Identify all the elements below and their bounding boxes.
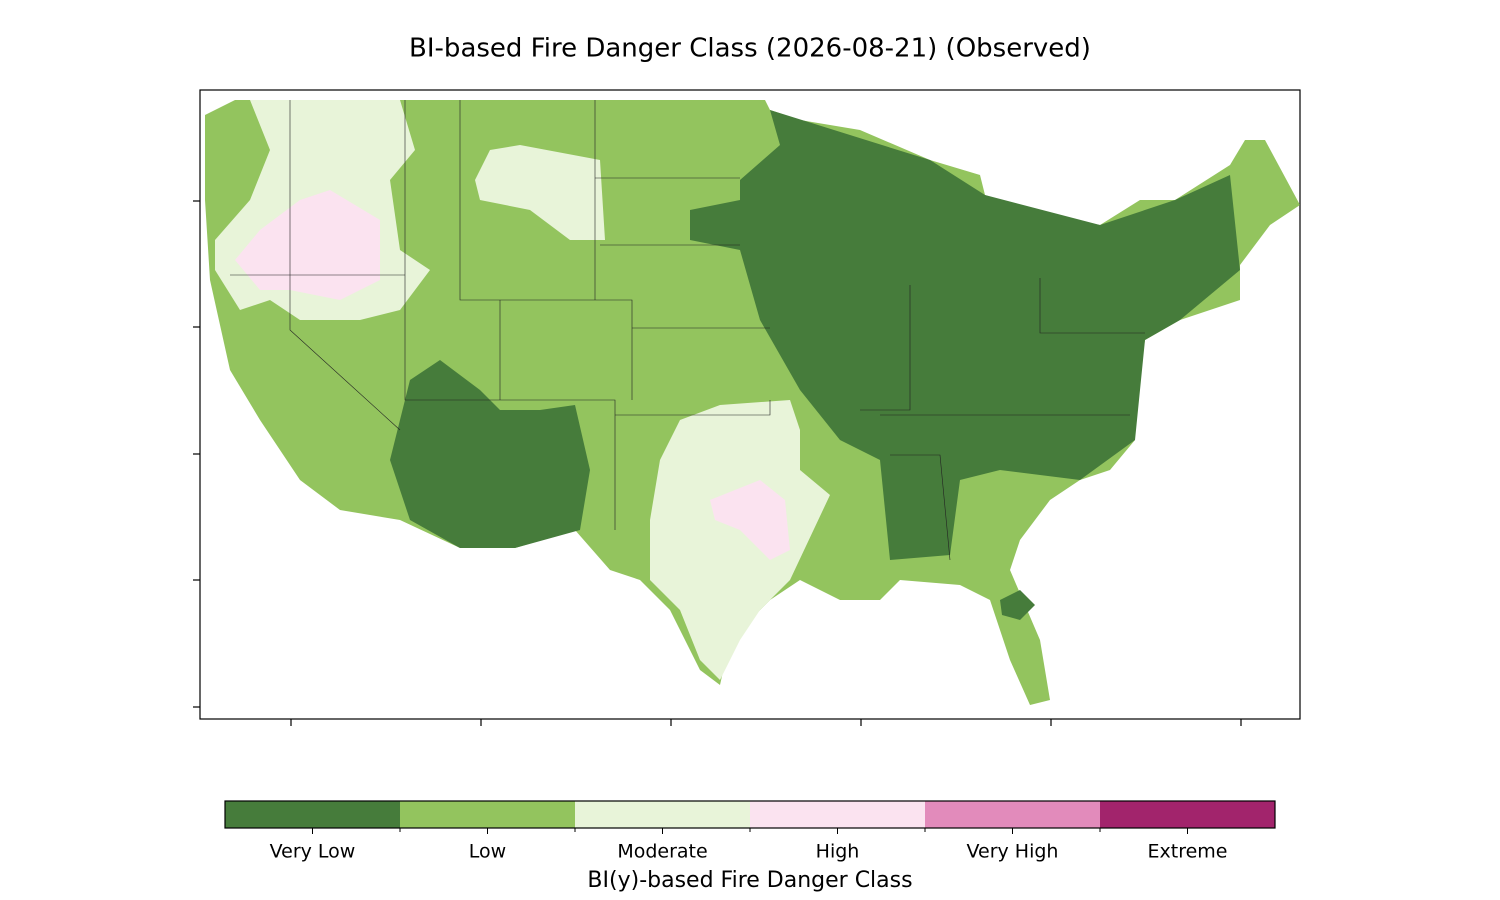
map-title: BI-based Fire Danger Class (2026-08-21) … [409, 34, 1091, 64]
colorbar-label: High [816, 841, 860, 863]
colorbar-label: Very High [967, 841, 1059, 863]
axis-ticks [193, 200, 1242, 726]
region [710, 480, 790, 560]
colorbar-swatch [925, 801, 1101, 828]
state-boundaries [230, 100, 1145, 561]
colorbar-swatch [400, 801, 576, 828]
colorbar-title: BI(y)-based Fire Danger Class [587, 868, 912, 893]
colorbar-swatch [750, 801, 926, 828]
colorbar-label: Moderate [617, 841, 707, 863]
colorbar-swatch [1100, 801, 1276, 828]
region [650, 400, 830, 680]
colorbar-swatch [575, 801, 751, 828]
colorbar-swatch [225, 801, 401, 828]
region [1000, 590, 1035, 620]
region [690, 110, 1240, 560]
map [199, 89, 1301, 720]
colorbar-frame [224, 800, 1276, 829]
region [475, 145, 605, 240]
region [235, 190, 380, 300]
colorbar-label: Extreme [1148, 841, 1228, 863]
colorbar-label: Low [469, 841, 506, 863]
colorbar: Very Low Low Moderate High Very High Extreme [224, 800, 1276, 863]
colorbar-label: Very Low [270, 841, 356, 863]
region [390, 360, 590, 548]
